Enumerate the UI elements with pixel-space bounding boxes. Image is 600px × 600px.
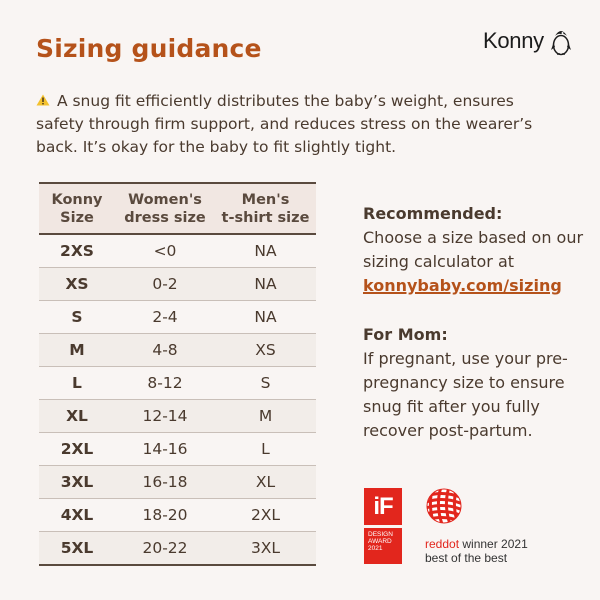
brand-logo: Konny	[483, 26, 572, 56]
for-mom-section: For Mom: If pregnant, use your pre-pregn…	[363, 323, 598, 443]
konny-size-cell: XS	[39, 267, 115, 301]
penguin-icon	[550, 31, 571, 56]
womens-size-cell: 14-16	[115, 432, 215, 466]
warning-icon	[36, 94, 50, 106]
mens-size-cell: 3XL	[215, 531, 316, 566]
womens-size-cell: 12-14	[115, 399, 215, 433]
brand-name: Konny	[483, 28, 544, 53]
table-row: S 2-4 NA	[39, 300, 316, 334]
recommended-section: Recommended: Choose a size based on our …	[363, 202, 598, 298]
mens-size-cell: NA	[215, 300, 316, 334]
mens-size-cell: XL	[215, 465, 316, 499]
mens-size-cell: M	[215, 399, 316, 433]
table-row: XL 12-14 M	[39, 399, 316, 433]
intro-text: A snug fit efficiently distributes the b…	[36, 92, 533, 156]
womens-size-cell: 18-20	[115, 498, 215, 532]
table-row: 3XL 16-18 XL	[39, 465, 316, 499]
konny-size-cell: L	[39, 366, 115, 400]
table-row: 5XL 20-22 3XL	[39, 531, 316, 566]
intro-paragraph: A snug fit efficiently distributes the b…	[36, 90, 566, 159]
womens-size-cell: 8-12	[115, 366, 215, 400]
recommended-text: Choose a size based on our sizing calcul…	[363, 228, 584, 271]
mens-size-cell: NA	[215, 267, 316, 301]
recommended-heading: Recommended:	[363, 204, 503, 223]
konny-size-cell: XL	[39, 399, 115, 433]
table-row: 2XL 14-16 L	[39, 432, 316, 466]
table-row: M 4-8 XS	[39, 333, 316, 367]
table-header-row: Konny Size Women's dress size Men's t-shirt…	[39, 183, 316, 234]
header-konny-size: Konny Size	[51, 191, 103, 226]
reddot-logo-icon	[426, 488, 462, 524]
table-row: 4XL 18-20 2XL	[39, 498, 316, 532]
sizing-calculator-link[interactable]: konnybaby.com/sizing	[363, 276, 562, 295]
womens-size-cell: 16-18	[115, 465, 215, 499]
mens-size-cell: L	[215, 432, 316, 466]
konny-size-cell: S	[39, 300, 115, 334]
mens-size-cell: 2XL	[215, 498, 316, 532]
table-row: L 8-12 S	[39, 366, 316, 400]
konny-size-cell: 2XL	[39, 432, 115, 466]
womens-size-cell: 20-22	[115, 531, 215, 566]
sizing-table: Konny Size Women's dress size Men's t-shirt…	[39, 182, 316, 566]
header-womens-dress-size: Women's dress size	[124, 191, 206, 226]
table-row: XS 0-2 NA	[39, 267, 316, 301]
mens-size-cell: S	[215, 366, 316, 400]
konny-size-cell: M	[39, 333, 115, 367]
mens-size-cell: NA	[215, 234, 316, 268]
womens-size-cell: <0	[115, 234, 215, 268]
mens-size-cell: XS	[215, 333, 316, 367]
for-mom-text: If pregnant, use your pre-pregnancy size…	[363, 349, 568, 440]
konny-size-cell: 2XS	[39, 234, 115, 268]
if-logo: iF	[364, 488, 402, 525]
reddot-award-text: reddot winner 2021 best of the best	[425, 537, 528, 565]
womens-size-cell: 2-4	[115, 300, 215, 334]
womens-size-cell: 4-8	[115, 333, 215, 367]
if-design-award-badge: iF DESIGN AWARD 2021	[364, 488, 402, 564]
for-mom-heading: For Mom:	[363, 325, 448, 344]
table-row: 2XS <0 NA	[39, 234, 316, 268]
if-award-label: DESIGN AWARD 2021	[364, 528, 402, 564]
womens-size-cell: 0-2	[115, 267, 215, 301]
header-mens-tshirt-size: Men's t-shirt size	[221, 191, 310, 226]
konny-size-cell: 4XL	[39, 498, 115, 532]
konny-size-cell: 5XL	[39, 531, 115, 566]
konny-size-cell: 3XL	[39, 465, 115, 499]
page-title: Sizing guidance	[36, 34, 262, 63]
